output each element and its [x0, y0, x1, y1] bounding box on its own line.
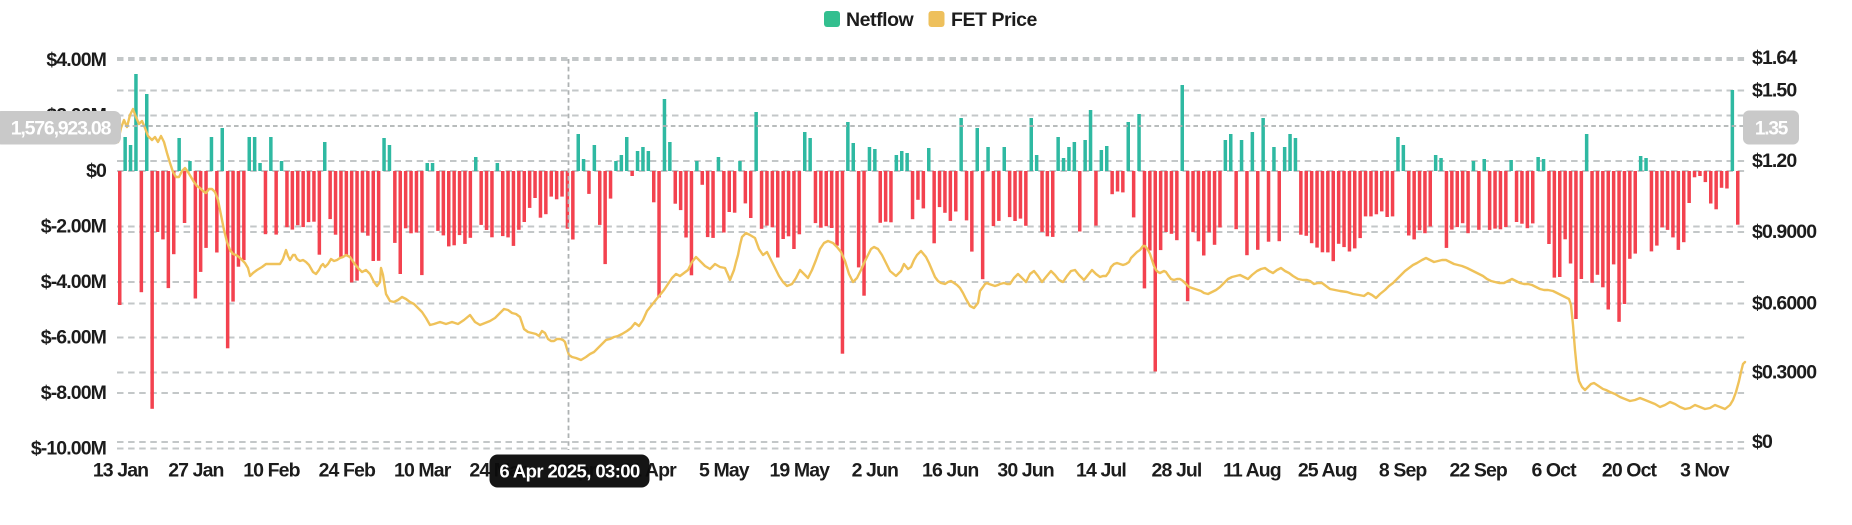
svg-text:$-8.00M: $-8.00M	[41, 382, 106, 404]
svg-text:20 Oct: 20 Oct	[1602, 460, 1658, 482]
svg-text:16 Jun: 16 Jun	[922, 460, 978, 482]
svg-text:24 Feb: 24 Feb	[319, 460, 376, 482]
svg-text:$-2.00M: $-2.00M	[41, 216, 106, 238]
svg-text:$0.6000: $0.6000	[1752, 293, 1817, 315]
svg-text:11 Aug: 11 Aug	[1223, 460, 1281, 482]
svg-text:28 Jul: 28 Jul	[1152, 460, 1202, 482]
svg-text:22 Sep: 22 Sep	[1449, 460, 1507, 482]
svg-text:$-6.00M: $-6.00M	[41, 327, 106, 349]
svg-text:14 Jul: 14 Jul	[1076, 460, 1126, 482]
svg-text:25 Aug: 25 Aug	[1298, 460, 1357, 482]
svg-text:10 Mar: 10 Mar	[394, 460, 452, 482]
svg-text:$1.50: $1.50	[1752, 80, 1797, 102]
svg-text:1.35: 1.35	[1755, 118, 1789, 139]
svg-text:$1.64: $1.64	[1752, 47, 1797, 69]
svg-text:19 May: 19 May	[769, 460, 830, 482]
svg-text:$-4.00M: $-4.00M	[41, 271, 106, 293]
svg-text:30 Jun: 30 Jun	[997, 460, 1053, 482]
svg-text:$0.9000: $0.9000	[1752, 221, 1817, 243]
svg-text:FET Price: FET Price	[951, 9, 1038, 31]
svg-text:$0: $0	[86, 160, 107, 182]
svg-text:6 Apr 2025, 03:00: 6 Apr 2025, 03:00	[499, 461, 640, 482]
svg-text:5 May: 5 May	[699, 460, 750, 482]
svg-text:3 Nov: 3 Nov	[1680, 460, 1730, 482]
svg-text:1,576,923.08: 1,576,923.08	[11, 118, 112, 140]
svg-text:27 Jan: 27 Jan	[168, 460, 223, 482]
svg-text:$0: $0	[1752, 431, 1773, 453]
svg-text:$-10.00M: $-10.00M	[31, 438, 106, 460]
svg-text:2 Jun: 2 Jun	[852, 460, 898, 482]
svg-text:Netflow: Netflow	[846, 9, 915, 31]
svg-text:8 Sep: 8 Sep	[1379, 460, 1428, 482]
svg-text:10 Feb: 10 Feb	[243, 460, 300, 482]
svg-text:$0.3000: $0.3000	[1752, 362, 1817, 384]
svg-text:$1.20: $1.20	[1752, 150, 1797, 172]
svg-text:$4.00M: $4.00M	[46, 49, 106, 71]
svg-text:13 Jan: 13 Jan	[93, 460, 148, 482]
svg-text:6 Oct: 6 Oct	[1531, 460, 1577, 482]
